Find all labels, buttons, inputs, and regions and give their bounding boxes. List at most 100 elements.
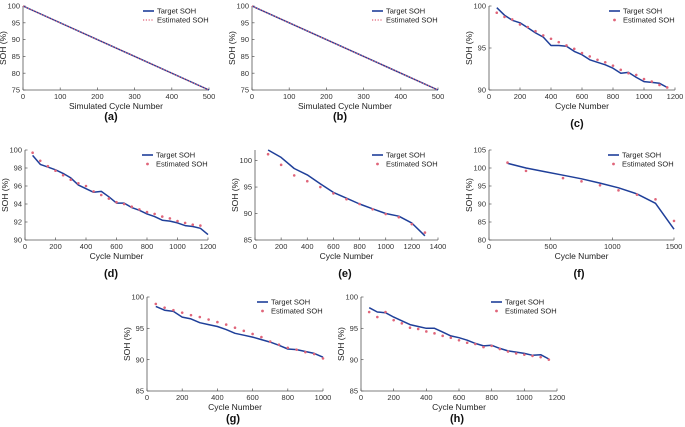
y-tick-label: 90 [14,236,22,245]
estimated-soh-point [242,329,246,333]
panel-label-c: (c) [570,118,584,130]
target-soh-line [507,162,675,230]
x-tick-label: 0 [21,92,25,101]
estimated-soh-point [506,161,509,164]
x-tick-label: 1000 [604,242,621,251]
legend-estimated-label: Estimated SOH [386,160,438,169]
x-tick-label: 800 [282,393,295,402]
estimated-soh-point [122,202,126,206]
estimated-soh-point [371,207,374,211]
estimated-soh-point [38,159,42,163]
y-tick-label: 100 [236,2,249,11]
legend-estimated-label: Estimated SOH [386,16,438,25]
estimated-soh-point [233,326,237,330]
estimated-soh-point [31,151,34,154]
estimated-soh-point [392,318,395,322]
y-tick-label: 80 [241,69,249,78]
x-tick-label: 200 [176,393,189,402]
estimated-soh-point [69,178,73,181]
estimated-soh-point [565,44,568,47]
estimated-soh-point [514,352,518,355]
x-tick-label: 300 [357,92,370,101]
y-axis-label: SOH (%) [464,31,474,65]
x-axis-label: Cycle Number [320,251,374,261]
legend-target-label: Target SOH [505,298,544,307]
estimated-soh-point [549,37,553,41]
x-tick-label: 0 [253,242,257,251]
x-axis-label: Cycle Number [90,251,144,261]
legend-estimated-swatch [146,162,149,166]
y-axis-label: SOH (%) [336,327,346,361]
y-tick-label: 90 [12,35,20,44]
estimated-soh-point [268,340,272,343]
x-axis-label: Cycle Number [208,402,262,412]
x-tick-label: 800 [485,393,498,402]
estimated-soh-point [539,355,542,359]
x-tick-label: 400 [420,393,433,402]
estimated-soh-point [524,169,528,173]
estimated-soh-point [286,346,290,350]
estimated-soh-point [457,338,461,342]
y-tick-label: 100 [473,164,486,173]
legend-estimated-swatch [495,309,498,313]
estimated-soh-point [572,47,576,51]
x-tick-label: 200 [49,242,62,251]
estimated-soh-point [54,169,57,172]
legend-estimated-swatch [613,18,616,22]
y-tick-label: 85 [244,236,252,245]
panel-label-b: (b) [333,111,347,123]
target-soh-line [496,7,668,89]
estimated-soh-point [603,60,607,64]
estimated-soh-point [561,176,565,180]
estimated-soh-point [588,55,592,58]
panel-label-d: (d) [104,268,118,280]
panel-g: 0 200 400 600 800 1000 85 90 95 100 Cycle Number SO… [122,293,331,425]
legend-estimated-swatch [261,309,264,313]
legend-target-label: Target SOH [623,7,662,16]
estimated-soh-point [526,25,530,29]
y-tick-label: 85 [136,387,144,396]
estimated-soh-line [251,5,439,91]
x-tick-label: 400 [166,92,179,101]
x-tick-label: 500 [203,92,216,101]
estimated-soh-point [207,318,210,321]
x-tick-label: 600 [110,242,123,251]
estimated-soh-point [279,163,283,167]
estimated-soh-point [384,212,388,216]
estimated-soh-point [397,215,401,219]
x-tick-label: 800 [353,242,366,251]
estimated-soh-point [547,358,551,361]
estimated-soh-point [154,302,158,306]
panel-label-a: (a) [104,111,118,123]
legend-estimated-label: Estimated SOH [156,160,208,169]
estimated-soh-point [635,193,639,196]
estimated-soh-point [449,336,453,340]
x-tick-label: 1000 [516,393,533,402]
x-axis-label: Simulated Cycle Number [298,101,392,111]
estimated-soh-point [77,182,80,185]
legend-estimated-label: Estimated SOH [505,307,557,316]
y-tick-label: 85 [12,52,20,61]
x-tick-label: 1500 [666,242,683,251]
estimated-soh-point [580,51,584,55]
panel-label-e: (e) [338,268,352,280]
panel-c: 0 200 400 600 800 1000 1200 90 95 100 Cycle Number… [464,2,683,130]
estimated-soh-point [292,174,296,177]
estimated-soh-point [180,311,184,314]
y-axis-label: SOH (%) [122,327,132,361]
x-tick-label: 1200 [404,242,421,251]
x-tick-label: 0 [250,92,254,101]
legend-estimated-label: Estimated SOH [623,16,675,25]
estimated-soh-point [224,323,228,326]
legend-target-label: Target SOH [386,7,425,16]
x-tick-label: 100 [283,92,296,101]
y-tick-label: 100 [9,146,22,155]
estimated-soh-point [198,315,202,319]
y-tick-label: 80 [12,69,20,78]
y-tick-label: 94 [14,200,22,209]
estimated-soh-point [541,34,545,37]
legend-estimated-label: Estimated SOH [157,16,209,25]
y-tick-label: 100 [7,2,20,11]
